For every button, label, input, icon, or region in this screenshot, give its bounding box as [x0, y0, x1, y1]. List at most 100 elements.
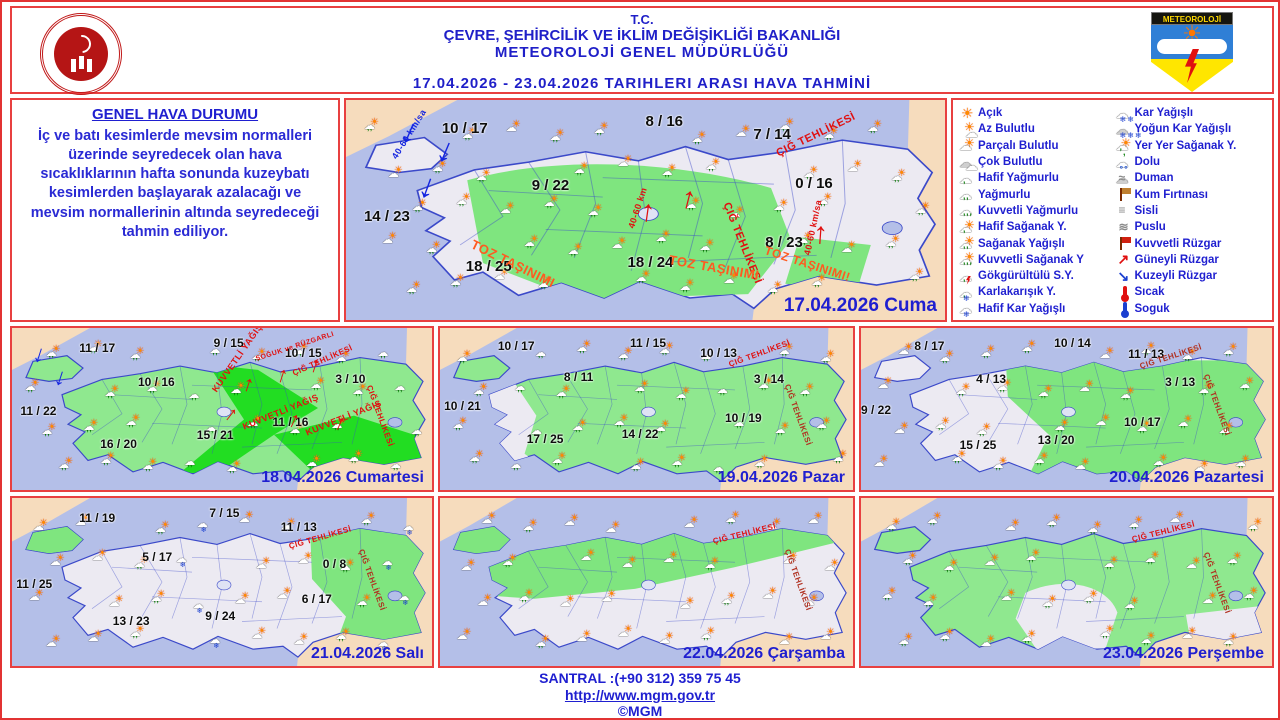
meteoroloji-shield-logo: METEOROLOJİ ☀ [1148, 12, 1236, 92]
footer-url-link[interactable]: http://www.mgm.gov.tr [564, 686, 716, 703]
temp-label: 7 / 14 [753, 126, 791, 144]
weather-icon-shower: ☀ ☁’’ [543, 194, 559, 214]
legend-label: Kuvvetli Yağmurlu [978, 204, 1079, 217]
temp-label: 18 / 25 [465, 258, 512, 276]
temp-label: 10 / 15 [285, 345, 322, 360]
weather-icon-shower: ☀ ☁’’ [885, 233, 901, 254]
map-overlay: ☀ ☁’’ ☀ ☁’’ ☀ ☁ ☀ ☁’’ ☀ ☁’’ ☀ ☁’’ ☀ ☁ ☀ ☁’’ ☀ ☁’’ ☀ ☁’’ ☀ ☁ ☀ ☁… [861, 498, 1272, 666]
weather-icon-sun-cloud: ☀ ☁ [683, 514, 699, 530]
saganak-icon: ☀ ☁’’ [959, 234, 975, 256]
karla-karisik-icon: ☁’ ❄ [959, 284, 972, 304]
temp-label: 11 / 13 [280, 519, 317, 534]
weather-icon-shower: ☀ ☁’’ [902, 551, 918, 572]
weather-icon-sun-cloud: ☀ ☁ [276, 585, 292, 601]
weather-icon-sun-cloud: ☀ ☁ [762, 585, 778, 601]
weather-icon-shower: ☀ ☁’’ [576, 339, 592, 360]
weather-icon-sun-cloud: ☀ ☁ [663, 549, 678, 565]
weather-icon-shower: ☀ ☁’’ [1124, 596, 1139, 617]
map-date-label: 19.04.2026 Pazar [717, 469, 845, 486]
weather-icon-shower: ☀ ☁’’ [1025, 547, 1041, 568]
weather-icon-shower: ☀ ☁’’ [475, 167, 491, 188]
legend-box: ☀ Açık ☀ ☁ Az Bulutlu ☀ ☁ Parçalı Bulutlu ☁ ☁ Çok … [951, 98, 1274, 322]
weather-icon-sun-cloud: ☀ ☁ [877, 375, 893, 391]
legend-item: ☁’’ Yağmurlu [959, 186, 1114, 206]
temp-label: 10 / 17 [1124, 415, 1161, 430]
weather-icon-sun-cloud: ☀ ☁ [1181, 625, 1197, 641]
weather-icon-rain: ☁’’ [510, 458, 522, 476]
weather-icon-shower: ☀ ☁’’ [1087, 519, 1103, 540]
weather-icon-shower: ☀ ☁’’ [655, 229, 671, 250]
legend-item: Soguk [1116, 301, 1271, 319]
weather-icon-shower: ☀ ☁’’ [1033, 450, 1049, 471]
weather-icon-shower: ☀ ☁’’ [799, 382, 815, 403]
weather-icon-shower: ☀ ☁’’ [24, 377, 40, 398]
temp-label: 11 / 17 [79, 340, 116, 355]
weather-icon-shower: ☀ ☁’’ [555, 384, 571, 405]
footer-copyright: ©MGM [617, 703, 663, 720]
temp-label: 11 / 25 [16, 576, 53, 591]
weather-icon-shower: ☀ ☁’’ [671, 452, 687, 473]
temp-label: 9 / 22 [531, 177, 570, 194]
sisli-icon: ≡ [1118, 203, 1126, 218]
legend-item: ☁’ Hafif Yağmurlu [959, 170, 1114, 190]
temp-label: 18 / 24 [627, 254, 674, 271]
weather-icon-shower: ☀ ☁’’ [1239, 375, 1255, 396]
weather-icon-sun-cloud: ☀ ☁ [559, 594, 575, 610]
weather-icon-shower: ☀ ☁’’ [617, 345, 633, 366]
weather-icon-shower: ☀ ☁’’ [1222, 342, 1238, 363]
weather-icon-sun-cloud: ☀ ☁ [297, 551, 313, 567]
weather-icon-shower: ☀ ☁’’ [356, 592, 372, 613]
legend-item: ≋ Puslu [1116, 219, 1271, 235]
weather-icon-sun-cloud: ☀ ☁ [984, 552, 1000, 568]
weather-icon-shower: ☀ ☁’’ [1021, 629, 1037, 650]
header-line1: T.C. [630, 12, 654, 27]
weather-icon-shower: ☀ ☁’’ [468, 449, 484, 470]
general-summary-box: GENEL HAVA DURUMU İç ve batı kesimlerde … [10, 98, 340, 322]
temp-label: 10 / 19 [724, 410, 762, 425]
weather-icon-sun-cloud: ☀ ☁ [605, 519, 621, 535]
legend-label: Yer Yer Sağanak Y. [1134, 139, 1237, 152]
warning-text: ÇIĞ TEHLİKESİ [1202, 551, 1233, 616]
weather-icon-shower: ☀ ☁’’ [705, 156, 721, 177]
warning-text: ÇIĞ TEHLİKESİ [1131, 519, 1197, 544]
weather-icon-rain: ☁’’ [184, 455, 196, 473]
weather-icon-rain: ☁’’ [534, 347, 546, 365]
weather-icon-shower: ☀ ☁’’ [405, 279, 421, 300]
summary-text: İç ve batı kesimlerde mevsim normalleri … [30, 128, 320, 240]
weather-icon-shower: ☀ ☁’’ [452, 415, 468, 436]
legend-item: ☁ ≈ Duman [1116, 170, 1271, 186]
legend-item: Kuvvetli Rüzgar [1116, 235, 1271, 251]
warning-text: ÇIĞ TEHLİKESİ [782, 382, 814, 447]
az-bulutlu-icon: ☀ ☁ [964, 119, 978, 140]
wind-arrow: ↑ [429, 133, 460, 176]
weather-icon-sun-cloud: ☀ ☁ [87, 629, 103, 645]
weather-icon-shower: ☀ ☁’’ [635, 268, 651, 289]
weather-icon-sun-cloud: ☀ ☁ [1078, 379, 1094, 395]
weather-icon-sun-cloud: ☀ ☁ [505, 119, 521, 135]
weather-icon-snow: ☁ ❄ [209, 633, 221, 650]
map-overlay: ☀ ☁ ☀ ☁ ☀ ☁’’ ☁ ❄ ☀ ☁ ☀ ☁ ☀ ☁’’ ☁ ❄ ☀ ☁ ☀ ☁ ☀ ☁’’ ☁ ❄ ☀ ☁ ☀ ☁ ☀ ☁’’ ☁ ❄… [12, 498, 432, 666]
temp-label: 10 / 21 [444, 399, 481, 414]
temp-label: 8 / 16 [645, 113, 684, 131]
weather-icon-snow: ☁ ❄ [196, 517, 208, 534]
weather-icon-sun-cloud: ☀ ☁ [481, 511, 497, 527]
weather-icon-shower: ☀ ☁’’ [1041, 594, 1057, 615]
temp-label: 0 / 8 [322, 556, 347, 571]
warning-text: ÇIĞ TEHLİKESİ [364, 384, 396, 449]
hafif-yagmurlu-icon: ☁’ [959, 170, 972, 190]
dolu-icon: ☁ °° [1115, 154, 1129, 174]
temp-label: 15 / 25 [959, 438, 997, 453]
weather-icon-shower: ☀ ☁’’ [891, 167, 907, 188]
weather-icon-sun-cloud: ☀ ☁ [601, 589, 617, 605]
temp-label: 14 / 23 [363, 207, 410, 225]
weather-icon-shower: ☀ ☁’’ [1099, 624, 1115, 645]
weather-icon-shower: ☀ ☁’’ [104, 384, 120, 405]
temp-label: 8 / 17 [914, 339, 945, 354]
legend-label: Açık [978, 107, 1003, 120]
legend-label: Sisli [1134, 204, 1159, 217]
hafif-saganak-icon: ☀ ☁’ [959, 217, 975, 239]
temp-label: 17 / 25 [526, 431, 564, 446]
weather-icon-shower: ☀ ☁’’ [811, 273, 827, 294]
forecast-map-sunday: ☀ ☁’’ ☁’’ ☀ ☁’’ ☀ ☁’’ ☀ ☁’’ ☁’’ ☀ ☁’’ ☀ ☁’’ ☀ ☁’’ ☁’’ ☀ ☁’… [438, 326, 855, 492]
weather-icon-sun-cloud: ☀ ☁ [1185, 556, 1201, 572]
